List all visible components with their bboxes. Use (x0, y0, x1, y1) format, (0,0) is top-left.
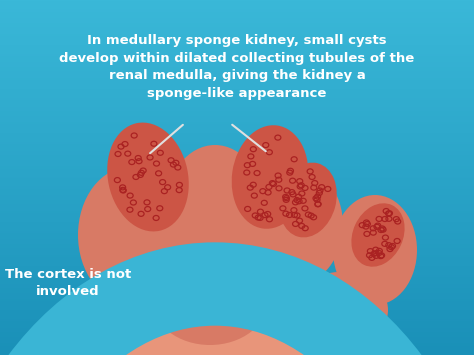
Ellipse shape (78, 167, 182, 303)
Text: In medullary sponge kidney, small cysts
develop within dilated collecting tubule: In medullary sponge kidney, small cysts … (59, 34, 415, 100)
Ellipse shape (165, 145, 265, 275)
Ellipse shape (333, 195, 417, 305)
Ellipse shape (292, 272, 388, 348)
Ellipse shape (0, 295, 450, 355)
Ellipse shape (0, 284, 461, 355)
Ellipse shape (232, 125, 308, 229)
Ellipse shape (152, 255, 268, 345)
Ellipse shape (279, 163, 337, 237)
Ellipse shape (351, 203, 405, 267)
Ellipse shape (247, 165, 343, 285)
Text: The cortex is not
involved: The cortex is not involved (5, 268, 131, 298)
Ellipse shape (107, 122, 189, 231)
